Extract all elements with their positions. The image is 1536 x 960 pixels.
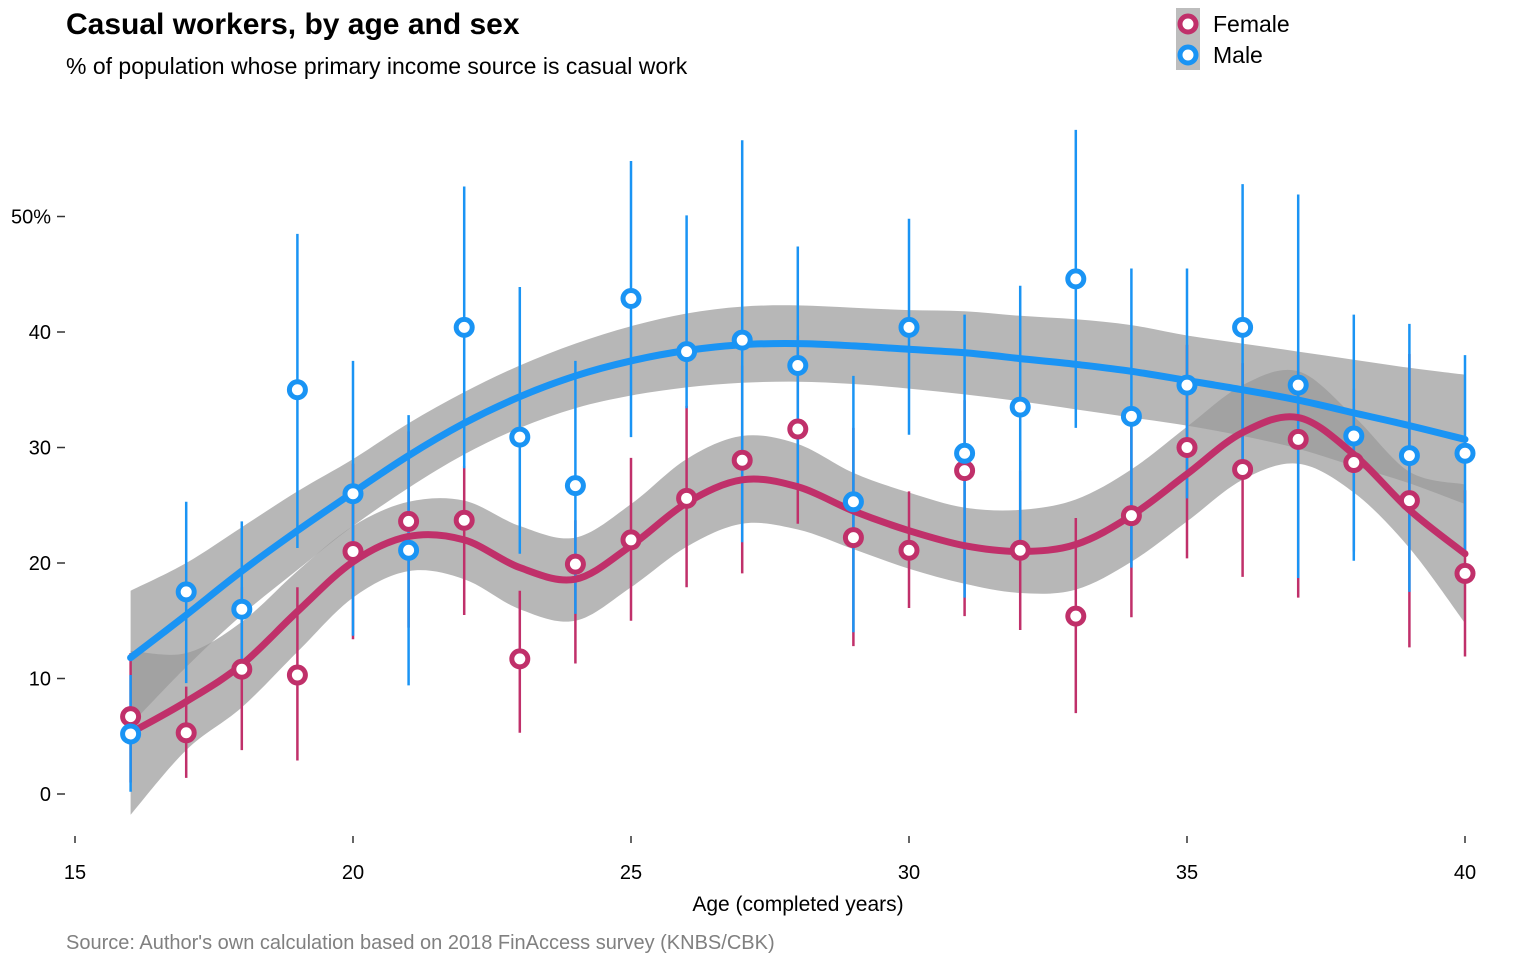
x-tick-label: 35 [1176,862,1198,884]
plot-area [120,129,1476,815]
female-data-point [1343,452,1365,474]
male-data-point [787,354,809,376]
female-data-point [731,449,753,471]
female-data-point [1120,505,1142,527]
y-axis: 0 10 20 30 40 50% [11,207,65,806]
female-data-point [342,540,364,562]
female-data-point [842,527,864,549]
y-tick-label: 10 [29,669,51,691]
female-data-point [175,722,197,744]
legend-male-marker [1177,44,1199,66]
legend-male-label: Male [1213,42,1263,68]
male-data-point [175,581,197,603]
y-tick-label: 20 [29,553,51,575]
male-data-point [342,483,364,505]
y-tick-label: 50% [11,207,51,229]
x-tick-label: 40 [1454,862,1476,884]
male-data-point [731,329,753,351]
x-axis: 15 20 25 30 35 40 [64,836,1476,884]
x-axis-label: Age (completed years) [692,893,903,916]
female-data-point [1232,458,1254,480]
female-data-point [1287,428,1309,450]
y-tick-label: 40 [29,322,51,344]
female-data-point [676,487,698,509]
female-data-point [787,418,809,440]
female-data-point [1176,437,1198,458]
chart-subtitle: % of population whose primary income sou… [66,53,688,79]
female-data-point [1065,605,1087,627]
male-data-point [1454,442,1476,464]
female-data-point [898,539,920,561]
male-data-point [120,723,142,745]
male-data-point [398,539,420,561]
x-tick-label: 20 [342,862,364,884]
x-tick-label: 30 [898,862,920,884]
male-smooth-line [127,340,1469,662]
male-data-point [676,341,698,363]
female-smooth-line [127,413,1469,737]
legend: Female Male [1176,8,1290,70]
x-tick-label: 25 [620,862,642,884]
female-data-point [398,510,420,532]
y-tick-label: 0 [40,784,51,806]
x-tick-label: 15 [64,862,86,884]
male-data-point [898,316,920,338]
male-data-point [1009,396,1031,418]
male-data-point [1065,268,1087,290]
female-data-point [1009,539,1031,561]
female-data-point [509,648,531,670]
male-data-point [620,288,642,310]
female-data-point [564,553,586,575]
female-data-point [1398,490,1420,512]
female-data-point [620,529,642,551]
male-data-point [1398,445,1420,467]
male-data-point [1176,374,1198,396]
male-data-point [453,316,475,338]
chart-title: Casual workers, by age and sex [66,8,520,41]
male-data-point [1232,316,1254,338]
male-data-point [842,491,864,513]
female-data-point [286,664,308,686]
chart-caption: Source: Author's own calculation based o… [66,932,775,954]
male-data-point [231,598,253,620]
male-data-point [1343,425,1365,447]
male-data-point [1287,374,1309,396]
female-data-point [1454,562,1476,584]
legend-female-marker [1177,13,1199,35]
female-data-point [954,460,976,482]
male-data-point [1120,405,1142,427]
female-data-point [120,706,142,728]
female-data-point [231,658,253,680]
male-data-point [564,475,586,497]
male-data-point [954,442,976,464]
female-data-point [453,509,475,531]
y-tick-label: 30 [29,438,51,460]
legend-female-label: Female [1213,11,1290,37]
male-data-point [286,379,308,401]
male-data-point [509,426,531,448]
